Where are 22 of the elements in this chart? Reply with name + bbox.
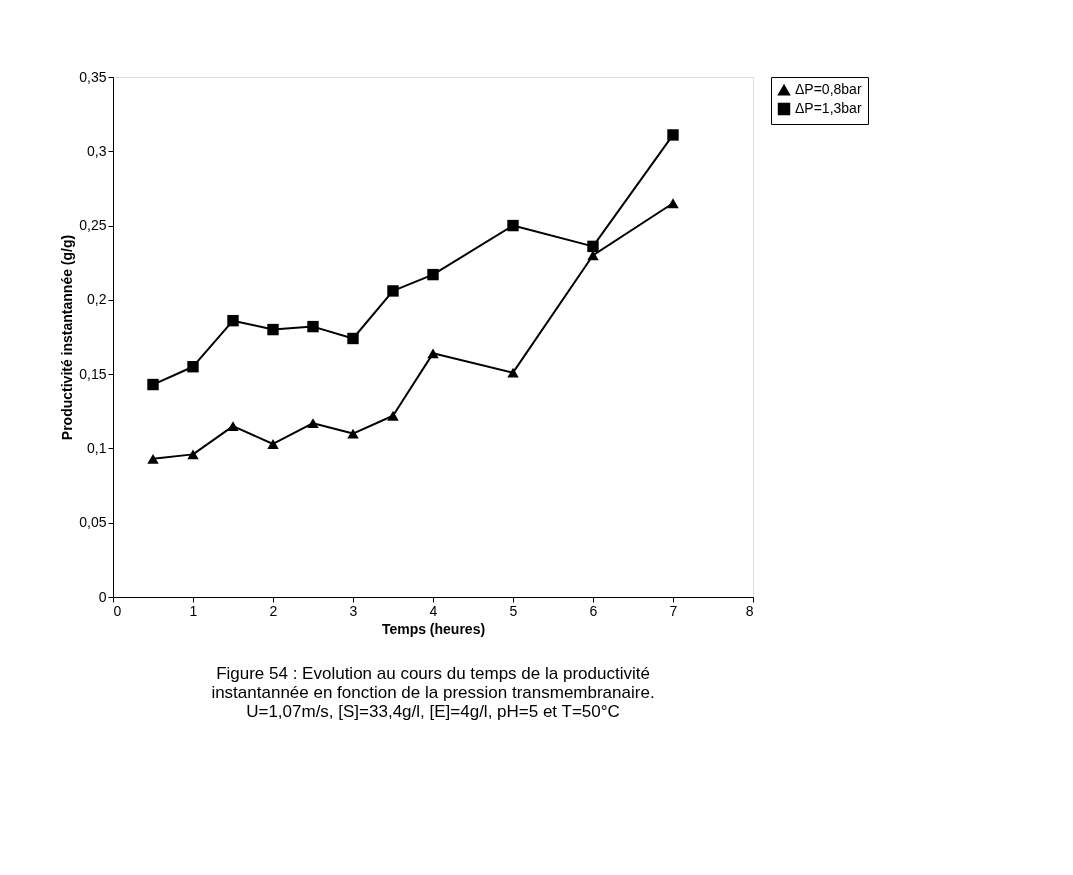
x-tick-label: 4: [429, 602, 438, 619]
y-tick-label: 0,05: [79, 514, 107, 531]
x-tick-label: 8: [745, 602, 754, 619]
x-tick-label: 7: [669, 602, 678, 619]
x-tick-label: 1: [189, 602, 198, 619]
legend-label: ΔP=1,3bar: [795, 100, 862, 116]
y-axis-title: Productivité instantannée (g/g): [59, 234, 76, 441]
x-tick-label: 0: [113, 602, 122, 619]
y-tick-label: 0,3: [87, 142, 107, 159]
x-tick-label: 2: [269, 602, 278, 619]
y-tick-label: 0,25: [79, 217, 107, 234]
x-axis-title: Temps (heures): [381, 620, 486, 637]
y-tick-label: 0: [98, 588, 107, 605]
caption: Figure 54 : Evolution au cours du temps de la productivité instantannée en fonction de la pression transmembranaire. U=1,07m/s, [S]=33,4g/l, [E]=4g/l, pH=5 et T=50°C: [211, 664, 655, 721]
y-tick-label: 0,35: [79, 68, 107, 85]
y-tick-label: 0,2: [87, 291, 107, 308]
x-tick-label: 3: [349, 602, 358, 619]
x-tick-label: 6: [589, 602, 598, 619]
y-tick-label: 0,15: [79, 365, 107, 382]
y-tick-label: 0,1: [87, 439, 107, 456]
legend-label: ΔP=0,8bar: [795, 81, 862, 97]
x-tick-label: 5: [509, 602, 518, 619]
